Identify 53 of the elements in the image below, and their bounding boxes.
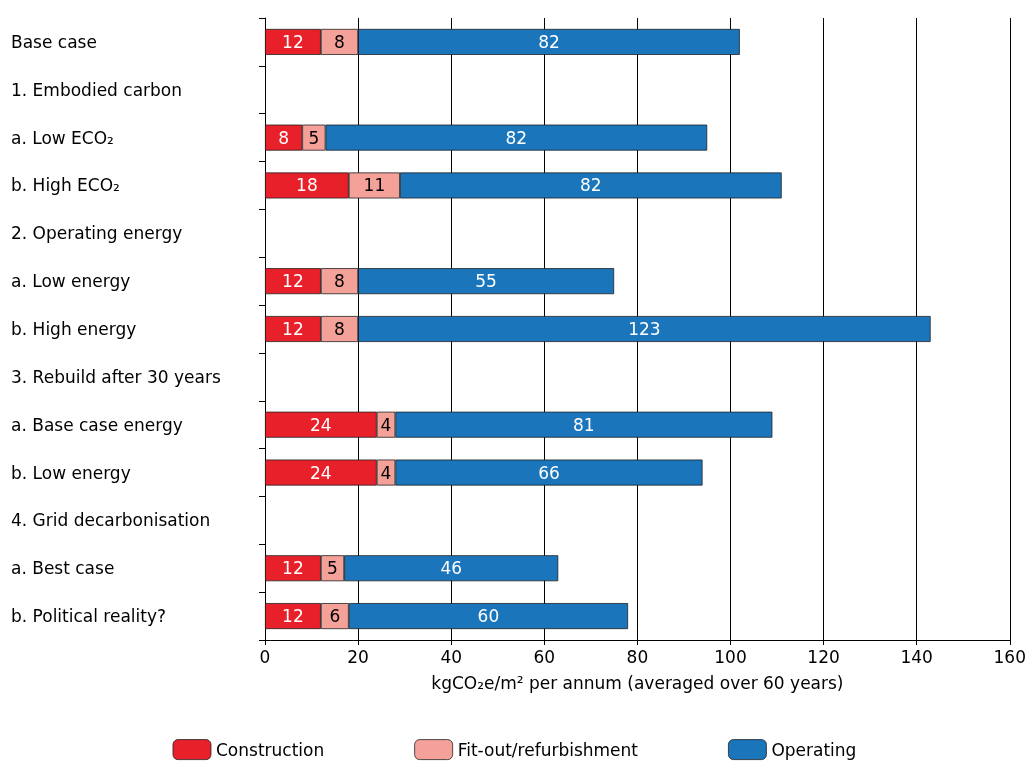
- y-tick-label: 2. Operating energy: [11, 223, 183, 244]
- data-label: 12: [282, 319, 304, 339]
- data-label: 82: [505, 127, 528, 148]
- x-tick-label: 0: [259, 646, 271, 667]
- legend-label: Operating: [771, 739, 857, 760]
- x-axis-title: kgCO₂e/m² per annum (averaged over 60 years): [431, 672, 844, 693]
- data-label: 66: [538, 462, 560, 483]
- data-label: 4: [380, 414, 392, 435]
- data-label: 8: [334, 319, 345, 339]
- x-tick-label: 120: [807, 646, 840, 667]
- y-tick-label: a. Base case energy: [11, 414, 183, 435]
- x-tick-label: 140: [900, 646, 933, 667]
- y-tick-label: b. Political reality?: [11, 606, 167, 627]
- y-tick-label: 3. Rebuild after 30 years: [11, 366, 221, 387]
- data-label: 4: [380, 462, 392, 483]
- data-label: 12: [282, 606, 304, 627]
- y-tick-label: a. Low energy: [11, 271, 131, 292]
- data-label: 24: [310, 462, 332, 483]
- data-label: 18: [296, 175, 318, 196]
- y-tick-label: b. High ECO₂: [11, 175, 120, 196]
- legend-label: Fit-out/refurbishment: [457, 739, 639, 760]
- x-tick-label: 60: [533, 646, 556, 667]
- x-tick-label: 160: [993, 646, 1026, 667]
- data-label: 46: [440, 558, 463, 579]
- x-tick-label: 100: [714, 646, 747, 667]
- x-tick-label: 40: [440, 646, 463, 667]
- data-label: 5: [308, 127, 320, 148]
- y-tick-label: b. High energy: [11, 319, 137, 339]
- data-label: 60: [477, 606, 500, 627]
- data-label: 82: [580, 175, 602, 196]
- x-tick-label: 80: [626, 646, 649, 667]
- data-label: 8: [334, 271, 345, 292]
- data-label: 6: [329, 606, 341, 627]
- y-tick-label: 1. Embodied carbon: [11, 79, 183, 100]
- data-label: 8: [278, 127, 290, 148]
- x-tick-label: 20: [347, 646, 369, 667]
- data-label: 82: [538, 31, 560, 52]
- y-tick-label: 4. Grid decarbonisation: [11, 510, 211, 531]
- data-label: 81: [573, 414, 595, 435]
- y-tick-label: b. Low energy: [11, 462, 131, 483]
- data-label: 24: [310, 414, 332, 435]
- legend-label: Construction: [216, 739, 325, 760]
- data-label: 123: [628, 319, 661, 339]
- data-label: 11: [363, 175, 386, 196]
- data-label: 12: [282, 271, 304, 292]
- y-tick-label: a. Low ECO₂: [11, 127, 114, 148]
- data-label: 8: [334, 31, 345, 52]
- y-tick-label: a. Best case: [11, 558, 115, 579]
- y-tick-label: Base case: [11, 31, 97, 52]
- data-label: 5: [327, 558, 338, 579]
- data-label: 55: [475, 271, 497, 292]
- data-label: 12: [282, 558, 304, 579]
- data-label: 12: [282, 31, 304, 52]
